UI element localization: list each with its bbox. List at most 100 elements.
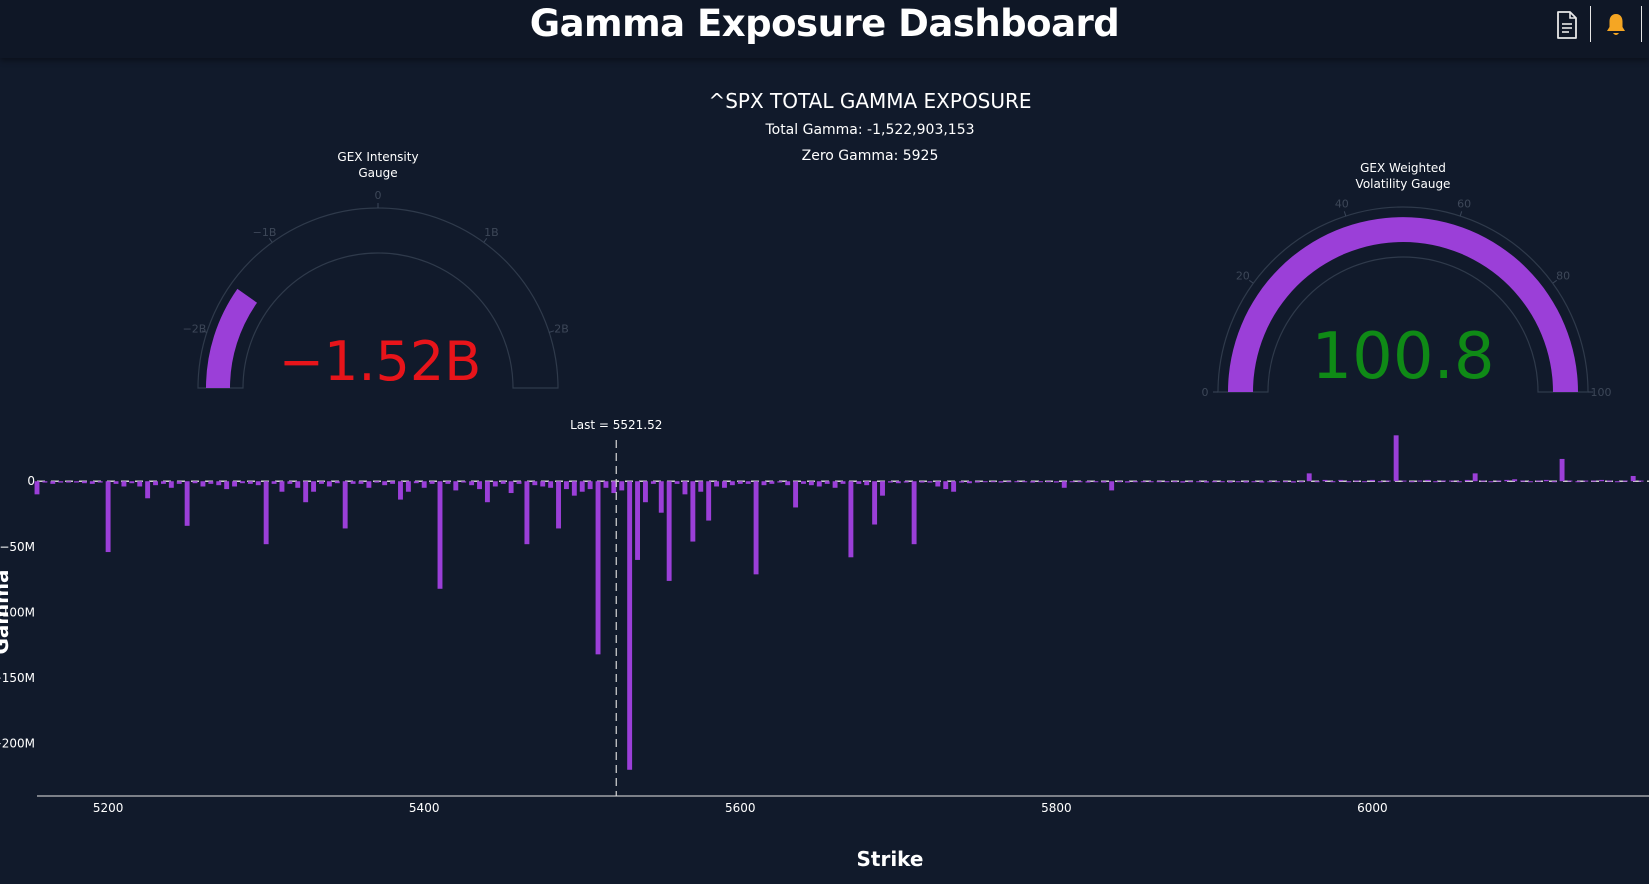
gamma-bar <box>1085 481 1091 483</box>
gamma-bar <box>492 481 498 487</box>
gauge-value-bar <box>206 288 258 388</box>
gamma-bar <box>682 481 688 495</box>
gauge-tick <box>201 330 207 333</box>
zero-gamma-text: Zero Gamma: 5925 <box>802 148 939 164</box>
app-title: Gamma Exposure Dashboard <box>529 2 1120 45</box>
y-tick-label: −100M <box>0 605 35 619</box>
gamma-bar <box>334 481 340 484</box>
gamma-bar <box>1338 479 1344 482</box>
gamma-bar <box>1314 481 1320 483</box>
gamma-bar <box>121 481 127 487</box>
gamma-bar <box>650 481 656 484</box>
gauge-tick-label: 1B <box>484 226 499 239</box>
gamma-bar <box>326 481 332 487</box>
gamma-bar <box>42 481 48 483</box>
x-tick-label: 5200 <box>93 801 124 815</box>
gauge-tick <box>1248 279 1254 284</box>
gamma-bar <box>840 481 846 484</box>
gamma-bar <box>1551 481 1557 483</box>
gamma-bar <box>1243 481 1249 483</box>
gamma-bar <box>1330 481 1336 483</box>
gamma-bar <box>1504 479 1510 482</box>
gamma-bar <box>247 481 253 484</box>
gamma-bar <box>58 481 64 483</box>
gamma-bar <box>563 481 569 490</box>
gamma-bar <box>1164 481 1170 483</box>
gamma-bar <box>737 481 743 484</box>
gamma-bar <box>1283 481 1288 483</box>
gamma-bar <box>1528 481 1533 483</box>
gauge-title: GEX Weighted Volatility Gauge <box>1356 161 1451 191</box>
gamma-bar <box>176 481 182 484</box>
gamma-bar <box>1125 481 1130 483</box>
gamma-bar <box>350 481 356 484</box>
gamma-bar <box>263 481 269 545</box>
y-tick-label: −50M <box>0 540 35 554</box>
gamma-bar <box>911 481 917 545</box>
gamma-bar <box>484 481 490 503</box>
gauge-tick <box>1552 279 1558 284</box>
gauge-value: −1.52B <box>279 330 482 393</box>
gauge-tick <box>483 238 488 243</box>
gamma-bar <box>1156 481 1162 483</box>
gamma-bar <box>1172 481 1178 483</box>
gamma-bar <box>793 481 799 508</box>
gauge-outline <box>197 207 559 389</box>
gamma-bar <box>216 481 222 486</box>
gauge-tick-label: 60 <box>1457 198 1471 211</box>
gamma-bar <box>1472 473 1478 482</box>
gamma-bar <box>658 481 664 513</box>
gamma-bar <box>903 481 909 483</box>
gamma-bar <box>1275 481 1281 483</box>
gamma-bar <box>1014 481 1020 483</box>
gamma-bar <box>295 481 301 488</box>
gamma-bar <box>959 481 964 483</box>
gamma-bar <box>1267 481 1273 483</box>
gamma-bar <box>319 481 324 484</box>
gauge-tick <box>268 238 273 243</box>
gamma-bar <box>255 481 261 486</box>
gamma-bar <box>1022 481 1028 483</box>
document-icon[interactable] <box>1555 10 1579 40</box>
gamma-bar <box>1093 481 1099 483</box>
gamma-bar <box>532 481 538 486</box>
gauge-value: 100.8 <box>1311 320 1494 394</box>
gauge-tick-label: 0 <box>1202 386 1209 399</box>
gamma-bar <box>714 481 720 487</box>
gamma-bar <box>935 481 941 487</box>
gamma-bar <box>943 481 949 490</box>
gamma-bar <box>587 481 593 490</box>
gamma-bar <box>477 481 482 490</box>
toolbar-divider <box>1590 6 1591 42</box>
gamma-bar <box>1322 479 1328 482</box>
gamma-bar <box>635 481 640 560</box>
gex-intensity-gauge: GEX Intensity Gauge −2B −1B 0 1B 2B −1.52B <box>183 150 569 393</box>
gamma-bar <box>200 481 206 487</box>
gamma-bar-chart: Last = 5521.52 0 −50M −100M −150M −200M 5200 54… <box>0 418 1649 871</box>
gamma-bar <box>1251 481 1257 483</box>
gamma-bar <box>137 481 143 487</box>
gamma-bar <box>1204 481 1209 483</box>
gauge-tick-label: 0 <box>375 189 382 202</box>
gamma-bar <box>556 481 561 529</box>
gamma-bar <box>1180 481 1186 483</box>
gamma-bar <box>619 481 625 491</box>
toolbar-divider <box>1641 6 1642 42</box>
gamma-bar <box>919 481 925 483</box>
gamma-bar <box>990 481 996 483</box>
gauge-tick-label: 20 <box>1236 270 1250 283</box>
gamma-bar <box>1259 481 1265 483</box>
gamma-bar <box>232 481 237 487</box>
gamma-bar <box>1607 480 1612 482</box>
gamma-bar <box>1449 480 1454 482</box>
gamma-bar <box>1543 479 1549 482</box>
gamma-bar <box>603 481 609 488</box>
gamma-bar <box>579 481 585 492</box>
gauge-tick-label: −1B <box>253 226 277 239</box>
gamma-bar <box>872 481 878 525</box>
gamma-bar <box>540 481 546 487</box>
gamma-bar <box>1480 480 1486 482</box>
gamma-bar <box>1306 473 1312 482</box>
bell-icon[interactable] <box>1605 12 1627 38</box>
gamma-bar <box>1583 480 1589 482</box>
